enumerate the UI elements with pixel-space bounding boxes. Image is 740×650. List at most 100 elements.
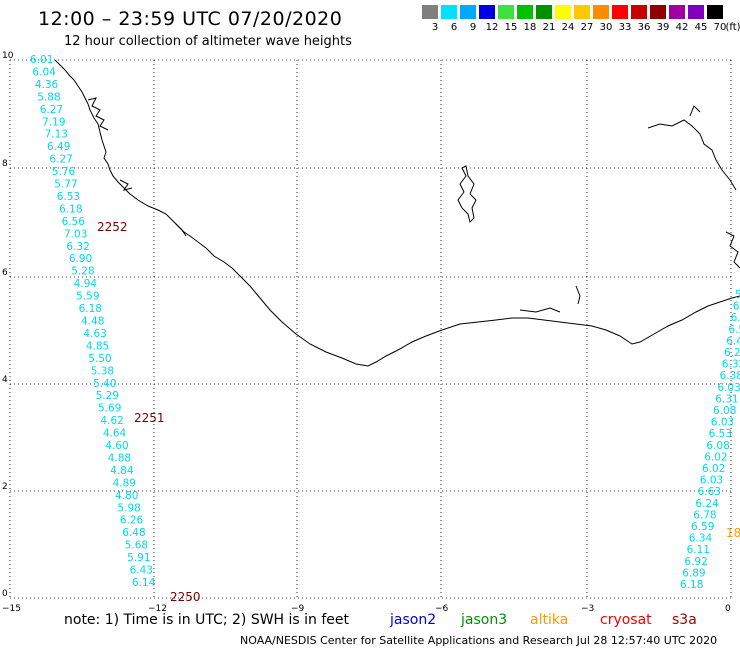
- pass-time-label: 2251: [134, 411, 165, 425]
- mission-label: s3a: [672, 612, 697, 628]
- swh-value-label: 5.50: [88, 353, 111, 365]
- swh-value-label: 5.69: [98, 403, 121, 415]
- x-tick-label: −6: [435, 604, 449, 614]
- swh-value-label: 4.62: [100, 415, 123, 427]
- legend-unit: (ft): [725, 22, 740, 33]
- swh-value-label: 4.36: [35, 79, 59, 91]
- swh-value-label: 6.51: [728, 324, 740, 336]
- y-tick-label: 2: [2, 482, 8, 492]
- legend-label: 15: [504, 22, 518, 33]
- swh-value-label: 4.48: [81, 316, 104, 328]
- legend-label: 42: [675, 22, 689, 33]
- legend-swatch: [593, 5, 610, 19]
- swh-value-label: 4.84: [110, 465, 134, 477]
- swh-value-label: 4.89: [113, 477, 136, 489]
- swh-value-label: 6.53: [57, 191, 80, 203]
- altimeter-track-left: 6.016.044.365.886.277.197.136.496.275.76…: [30, 54, 156, 589]
- swh-value-label: 5.40: [93, 378, 116, 390]
- lake-nigeria-outline: [647, 105, 737, 191]
- swh-value-label: 6.81: [733, 301, 740, 313]
- swh-value-label: 4.94: [74, 278, 98, 290]
- legend-label: 33: [618, 22, 632, 33]
- legend-swatch: [669, 5, 686, 19]
- swh-value-label: 4.85: [86, 340, 109, 352]
- legend-swatch: [460, 5, 477, 19]
- swh-value-label: 6.02: [702, 463, 725, 475]
- swh-value-label: 6.90: [69, 253, 92, 265]
- pass-number-labels: 2252 2251 2250: [97, 220, 201, 604]
- swh-value-label: 5.98: [117, 502, 140, 514]
- x-tick-label: 0: [725, 604, 731, 614]
- y-tick-label: 10: [2, 51, 14, 61]
- swh-value-label: 7.03: [64, 228, 87, 240]
- swh-value-label: 4.88: [108, 452, 131, 464]
- pass-time-label: 2250: [170, 590, 201, 604]
- mission-s3a: s3a: [672, 612, 697, 628]
- swh-value-label: 6.63: [698, 486, 721, 498]
- pass-time-label: 2252: [97, 220, 128, 234]
- legend-label: 12: [485, 22, 499, 33]
- swh-value-label: 5.68: [125, 540, 148, 552]
- swh-value-label: 6.42: [726, 335, 740, 347]
- swh-value-label: 6.32: [722, 359, 740, 371]
- swh-value-label: 6.78: [693, 509, 716, 521]
- mission-jason2: jason2: [390, 612, 436, 628]
- legend-swatch: [479, 5, 496, 19]
- legend-label: 45: [694, 22, 708, 33]
- y-tick-label: 8: [2, 159, 8, 169]
- swh-value-label: 6.32: [66, 241, 89, 253]
- coast-detail-north: [87, 97, 187, 237]
- swh-value-label: 6.11: [687, 544, 710, 556]
- legend-swatch: [612, 5, 629, 19]
- swh-value-label: 5.59: [76, 291, 99, 303]
- legend-swatch: [422, 5, 439, 19]
- legend-label: 24: [561, 22, 575, 33]
- swh-value-label: 6.08: [706, 440, 729, 452]
- swh-value-label: 5.28: [71, 266, 94, 278]
- swh-value-label: 5.91: [127, 552, 150, 564]
- map-title: 12:00 – 23:59 UTC 07/20/2020: [38, 8, 343, 30]
- swh-value-label: 6.03: [711, 417, 734, 429]
- mission-jason3: jason3: [461, 612, 507, 628]
- swh-value-label: 6.31: [715, 393, 738, 405]
- legend-label: 70: [713, 22, 727, 33]
- swh-value-label: 6.48: [122, 527, 145, 539]
- swh-value-label: 5.98: [735, 289, 740, 301]
- mission-label: altika: [530, 612, 569, 628]
- swh-value-label: 6.03: [700, 475, 723, 487]
- swh-value-label: 6.38: [720, 370, 740, 382]
- grid-lines: [9, 59, 732, 599]
- y-tick-label: 0: [2, 589, 8, 599]
- swh-value-label: 6.56: [62, 216, 86, 228]
- legend-label: 27: [580, 22, 594, 33]
- swh-value-label: 6.02: [704, 451, 727, 463]
- swh-value-label: 6.14: [132, 577, 156, 589]
- swh-value-label: 6.27: [40, 104, 63, 116]
- x-tick-label: −15: [2, 604, 21, 614]
- legend-swatch: [441, 5, 458, 19]
- swh-value-label: 6.01: [30, 54, 53, 66]
- swh-value-label: 5.76: [52, 166, 76, 178]
- swh-value-label: 6.08: [713, 405, 736, 417]
- swh-value-label: 6.89: [682, 567, 705, 579]
- swh-value-label: 4.64: [103, 428, 127, 440]
- legend-label: 30: [599, 22, 613, 33]
- swh-value-label: 6.34: [689, 533, 713, 545]
- legend-label: 39: [656, 22, 670, 33]
- swh-value-label: 6.03: [717, 382, 740, 394]
- legend-swatch: [574, 5, 591, 19]
- mission-label: cryosat: [600, 612, 652, 628]
- mission-label: jason3: [461, 612, 508, 628]
- legend-swatch: [555, 5, 572, 19]
- swh-value-label: 5.88: [37, 91, 60, 103]
- swh-value-label: 6.18: [59, 203, 82, 215]
- lake-volta-outline: [457, 165, 477, 223]
- swh-value-label: 6.18: [680, 579, 703, 591]
- swh-value-label: 6.27: [49, 154, 72, 166]
- swh-value-label: 6.24: [695, 498, 719, 510]
- swh-value-label: 7.19: [42, 116, 65, 128]
- swh-value-label: 6.26: [120, 515, 144, 527]
- swh-value-label: 6.49: [47, 141, 70, 153]
- coastline: [54, 59, 740, 367]
